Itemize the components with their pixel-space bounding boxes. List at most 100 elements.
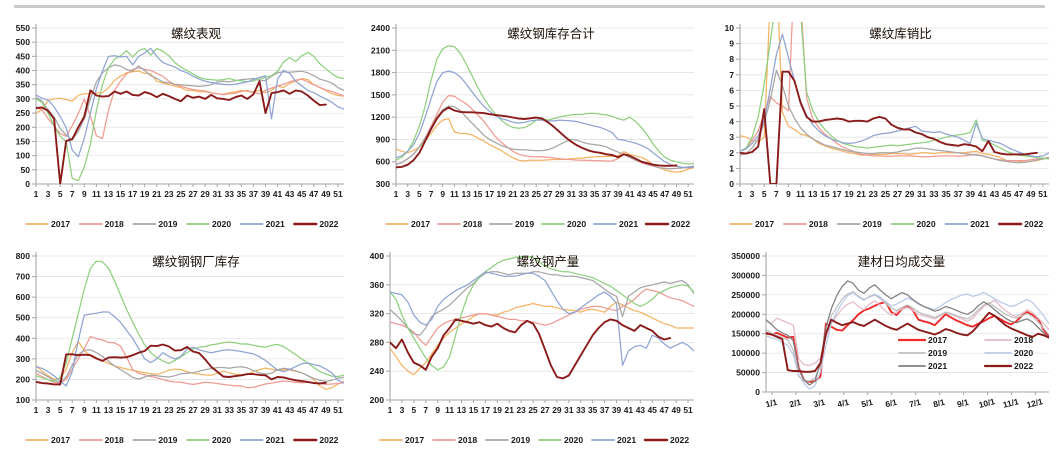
y-tick-label: 450 — [16, 51, 31, 61]
x-tick-label: 7/1 — [908, 397, 922, 410]
x-tick-label: 11 — [92, 405, 101, 415]
x-tick-label: 5 — [412, 405, 417, 415]
x-tick-label: 49 — [1026, 189, 1036, 199]
legend-label-2020: 2020 — [212, 435, 231, 445]
series-line-2018 — [390, 288, 694, 346]
x-tick-label: 49 — [321, 189, 331, 199]
x-tick-label: 51 — [683, 405, 693, 415]
x-tick-label: 51 — [333, 405, 343, 415]
legend-label-2017: 2017 — [51, 219, 70, 229]
x-tick-label: 17 — [128, 189, 138, 199]
x-tick-label: 49 — [672, 189, 682, 199]
legend-label-2021: 2021 — [619, 219, 638, 229]
series-line-2022 — [766, 311, 1049, 373]
x-tick-label: 13 — [457, 405, 467, 415]
x-tick-label: 21 — [152, 189, 162, 199]
x-tick-label: 1 — [394, 189, 399, 199]
legend-label-2021: 2021 — [617, 435, 636, 445]
x-tick-label: 21 — [505, 405, 515, 415]
x-tick-label: 11 — [92, 189, 101, 199]
x-tick-label: 12/1 — [1026, 396, 1045, 410]
x-tick-label: 35 — [588, 405, 598, 415]
series-line-2020 — [766, 291, 1049, 390]
x-tick-label: 19 — [140, 405, 150, 415]
x-tick-label: 39 — [261, 405, 271, 415]
x-tick-label: 11 — [450, 189, 459, 199]
series-line-2021 — [766, 280, 1049, 386]
y-tick-label: 3 — [729, 132, 734, 142]
y-tick-label: 250000 — [731, 290, 760, 300]
x-tick-label: 21 — [508, 189, 518, 199]
x-tick-label: 7 — [774, 189, 779, 199]
series-line-2017 — [36, 70, 344, 114]
legend-label-2020: 2020 — [564, 435, 583, 445]
y-tick-label: 800 — [16, 251, 31, 261]
legend-label-2021: 2021 — [928, 361, 947, 371]
y-tick-label: 500 — [16, 313, 31, 323]
x-tick-label: 3 — [405, 189, 410, 199]
x-tick-label: 19 — [493, 405, 503, 415]
series-line-2018 — [36, 67, 344, 140]
x-tick-label: 41 — [624, 405, 634, 415]
x-tick-label: 7 — [70, 189, 75, 199]
y-tick-label: 150 — [16, 136, 31, 146]
y-tick-label: 9 — [729, 39, 734, 49]
x-tick-label: 7 — [429, 189, 434, 199]
x-tick-label: 15 — [473, 189, 483, 199]
legend-label-2018: 2018 — [463, 219, 482, 229]
x-tick-label: 1 — [34, 189, 39, 199]
x-tick-label: 29 — [552, 405, 562, 415]
legend-label-2021: 2021 — [970, 219, 989, 229]
x-tick-label: 5 — [58, 189, 63, 199]
y-tick-label: 150000 — [731, 329, 760, 339]
x-tick-label: 13 — [461, 189, 471, 199]
x-tick-label: 4/1 — [836, 397, 850, 410]
x-tick-label: 9 — [82, 405, 87, 415]
x-tick-label: 9 — [435, 405, 440, 415]
x-tick-label: 25 — [176, 405, 186, 415]
x-tick-label: 9/1 — [956, 397, 970, 410]
y-tick-label: 4 — [729, 117, 734, 127]
y-tick-label: 300 — [376, 179, 391, 189]
legend-label-2020: 2020 — [567, 219, 586, 229]
x-tick-label: 23 — [164, 405, 174, 415]
x-tick-label: 43 — [636, 405, 646, 415]
x-tick-label: 39 — [966, 189, 976, 199]
y-tick-label: 50000 — [736, 368, 760, 378]
legend-label-2019: 2019 — [158, 435, 177, 445]
y-tick-label: 550 — [16, 23, 31, 33]
x-tick-label: 31 — [917, 189, 927, 199]
x-tick-label: 2/1 — [788, 397, 802, 410]
x-tick-label: 19 — [140, 189, 150, 199]
x-tick-label: 21 — [152, 405, 162, 415]
y-tick-label: 100 — [16, 395, 31, 405]
chart-title: 螺纹库销比 — [869, 26, 932, 41]
series-line-2018 — [396, 94, 694, 170]
x-tick-label: 33 — [225, 189, 235, 199]
x-tick-label: 9 — [82, 189, 87, 199]
series-line-2022 — [36, 343, 327, 386]
x-tick-label: 43 — [285, 189, 295, 199]
x-tick-label: 47 — [1014, 189, 1024, 199]
x-tick-label: 47 — [660, 405, 670, 415]
x-tick-label: 29 — [200, 405, 210, 415]
x-tick-label: 29 — [200, 189, 210, 199]
x-tick-label: 15 — [820, 189, 830, 199]
x-tick-label: 37 — [602, 189, 612, 199]
y-tick-label: 300 — [16, 94, 31, 104]
x-tick-label: 7 — [423, 405, 428, 415]
y-tick-label: 8 — [729, 54, 734, 64]
chart-title: 螺纹钢产量 — [517, 254, 580, 269]
x-tick-label: 39 — [261, 189, 271, 199]
x-tick-label: 31 — [564, 405, 574, 415]
x-tick-label: 47 — [309, 405, 319, 415]
x-tick-label: 17 — [481, 405, 491, 415]
y-tick-label: 350 — [16, 80, 31, 90]
chart-panel-gangchang-kucun: 100 200 300 400 500 600 700 800 1 3 5 7 9 11 13 15 17 19 2… — [0, 238, 354, 454]
legend-label-2020: 2020 — [1014, 348, 1033, 358]
y-tick-label: 100000 — [731, 348, 760, 358]
y-tick-label: 360 — [370, 280, 385, 290]
legend-label-2018: 2018 — [105, 435, 124, 445]
